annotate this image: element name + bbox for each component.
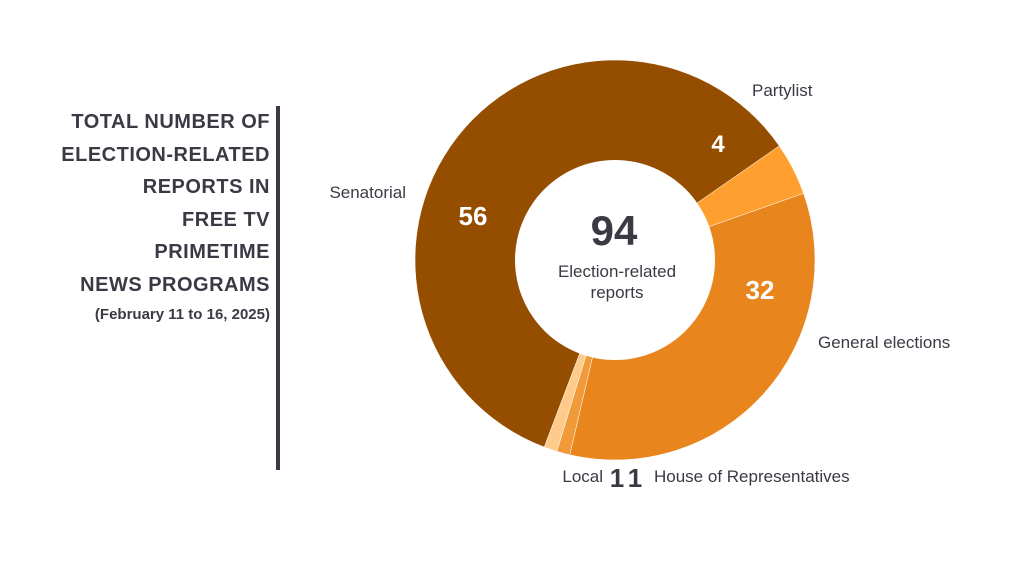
slice-value-senatorial: 56 bbox=[459, 201, 488, 231]
title-line: PRIMETIME bbox=[154, 241, 270, 264]
title-line: TOTAL NUMBER OF bbox=[71, 111, 270, 133]
slice-value-house: 1 bbox=[628, 463, 642, 493]
title-line: ELECTION-RELATED bbox=[61, 143, 270, 166]
slice-label-partylist: Partylist bbox=[752, 81, 813, 100]
slice-label-senatorial: Senatorial bbox=[329, 183, 406, 202]
slice-label-local: Local bbox=[562, 467, 603, 486]
chart-title: TOTAL NUMBER OF ELECTION-RELATED REPORTS… bbox=[20, 106, 270, 328]
title-line: NEWS PROGRAMS bbox=[80, 273, 270, 296]
title-divider bbox=[276, 106, 280, 470]
slice-label-house: House of Representatives bbox=[654, 467, 850, 486]
slice-value-local: 1 bbox=[610, 463, 624, 493]
chart-subtitle: (February 11 to 16, 2025) bbox=[94, 305, 270, 323]
slice-value-partylist: 4 bbox=[711, 131, 725, 158]
donut-hole bbox=[515, 160, 715, 360]
center-total-value: 94 bbox=[591, 207, 638, 254]
slice-value-general-elections: 32 bbox=[746, 275, 775, 305]
center-label-line: reports bbox=[591, 283, 644, 302]
title-line: FREE TV bbox=[182, 208, 270, 231]
slice-label-general-elections: General elections bbox=[818, 333, 950, 352]
title-line: REPORTS IN bbox=[142, 176, 270, 199]
center-label-line: Election-related bbox=[558, 262, 676, 281]
